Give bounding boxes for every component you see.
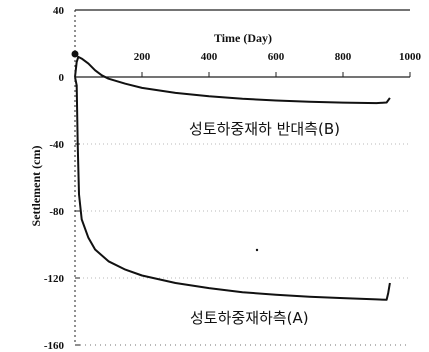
series-line-a bbox=[74, 76, 391, 301]
y-tick-label: -120 bbox=[44, 273, 65, 285]
x-tick-label: 600 bbox=[268, 51, 285, 63]
x-tick-label: 400 bbox=[201, 51, 218, 63]
y-tick-label: -160 bbox=[44, 340, 65, 352]
axes-layer bbox=[74, 9, 410, 346]
series-label-b: 성토하중재하 반대측(B) bbox=[189, 120, 340, 138]
x-tick-label: 200 bbox=[134, 51, 151, 63]
stray-dot bbox=[255, 248, 259, 252]
series-label-a: 성토하중재하측(A) bbox=[190, 309, 309, 327]
x-axis-title: Time (Day) bbox=[214, 31, 272, 45]
x-tick-label: 800 bbox=[335, 51, 352, 63]
y-tick-label: -80 bbox=[49, 206, 64, 218]
series-layer bbox=[74, 55, 391, 301]
x-tick-label: 1000 bbox=[399, 51, 422, 63]
labels-layer: Time (Day) Settlement (cm) 성토하중재하 반대측(B)… bbox=[29, 31, 340, 327]
y-tick-label: 0 bbox=[59, 72, 65, 84]
y-tick-label: -40 bbox=[49, 139, 64, 151]
series-line-b bbox=[74, 55, 391, 105]
start-marker bbox=[71, 50, 79, 58]
y-axis-title: Settlement (cm) bbox=[29, 146, 43, 227]
grid-layer bbox=[75, 143, 410, 279]
y-tick-label: 40 bbox=[53, 5, 65, 17]
